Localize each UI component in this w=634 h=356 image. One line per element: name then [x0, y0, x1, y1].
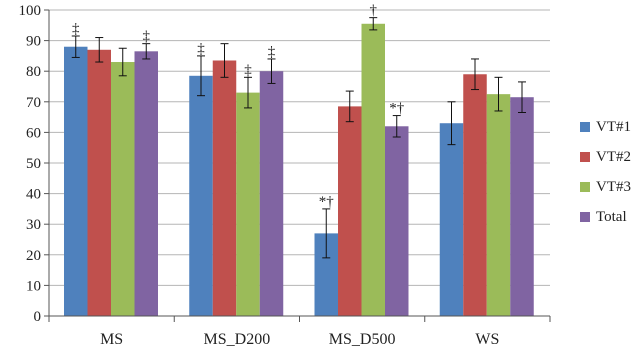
significance-annotations: ‡ ‡ *† ‡ † ‡ ‡ *† — [72, 3, 405, 210]
y-tick-label: 100 — [19, 3, 42, 19]
significance-marker: ‡ — [268, 44, 276, 60]
significance-marker: *† — [389, 101, 405, 117]
y-tick-label: 60 — [26, 125, 41, 141]
legend-swatch — [580, 152, 590, 162]
significance-marker: *† — [319, 194, 335, 210]
x-category-label: WS — [475, 331, 499, 348]
legend-swatch — [580, 182, 590, 192]
legend-item-vt1: VT#1 — [580, 112, 634, 142]
bar — [385, 126, 409, 316]
y-tick-label: 20 — [26, 248, 41, 264]
significance-marker: ‡ — [143, 29, 151, 45]
bar — [463, 74, 487, 316]
bar — [510, 97, 534, 317]
bar — [189, 75, 213, 316]
significance-marker: ‡ — [197, 41, 205, 57]
bar — [87, 49, 111, 316]
bar — [236, 92, 260, 317]
bar — [439, 123, 464, 316]
y-tick-label: 0 — [34, 309, 42, 325]
legend-swatch — [580, 122, 590, 132]
y-tick-label: 30 — [26, 217, 41, 233]
bar — [314, 233, 338, 316]
legend: VT#1 VT#2 VT#3 Total — [580, 112, 634, 232]
y-tick-label: 10 — [26, 278, 41, 294]
significance-marker: † — [370, 3, 378, 19]
significance-marker: ‡ — [72, 21, 80, 37]
legend-item-total: Total — [580, 202, 634, 232]
x-category-label: MS_D500 — [329, 331, 396, 348]
bars — [64, 23, 534, 317]
x-category-label: MS_D200 — [204, 331, 271, 348]
bar — [361, 23, 385, 317]
bar — [338, 106, 362, 316]
axes — [48, 10, 551, 322]
legend-label: VT#3 — [596, 178, 631, 195]
y-tick-label: 70 — [26, 95, 41, 111]
bar — [111, 62, 135, 316]
legend-label: VT#1 — [596, 118, 631, 135]
bar — [134, 51, 158, 317]
bar — [64, 46, 88, 316]
y-tick-label: 90 — [26, 34, 41, 50]
bar — [486, 94, 511, 317]
bar — [259, 71, 284, 316]
legend-label: VT#2 — [596, 148, 631, 165]
x-category-label: MS — [100, 331, 123, 348]
legend-swatch — [580, 212, 590, 222]
legend-item-vt2: VT#2 — [580, 142, 634, 172]
y-axis-tick-labels: 0 10 20 30 40 50 60 70 80 90 100 — [19, 3, 49, 325]
legend-label: Total — [596, 208, 627, 225]
y-tick-label: 40 — [26, 187, 41, 203]
bar — [212, 60, 237, 316]
y-tick-label: 50 — [26, 156, 41, 172]
error-bars — [71, 17, 526, 259]
x-axis-category-labels: MS MS_D200 MS_D500 WS — [100, 331, 499, 348]
significance-marker: ‡ — [244, 62, 252, 78]
y-tick-label: 80 — [26, 64, 41, 80]
legend-item-vt3: VT#3 — [580, 172, 634, 202]
